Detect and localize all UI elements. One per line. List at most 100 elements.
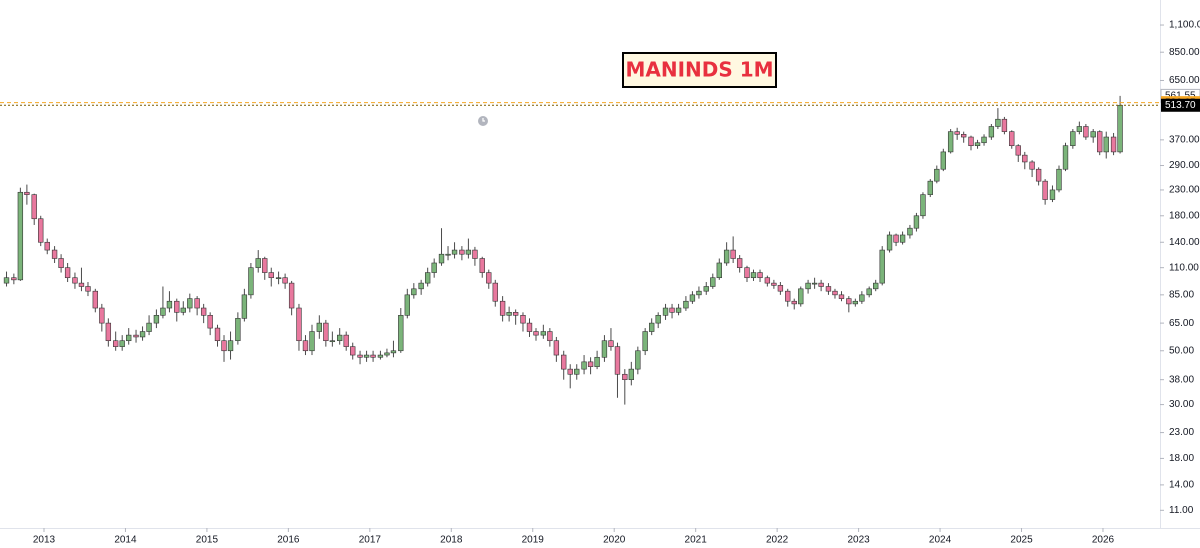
candle-body bbox=[744, 267, 750, 279]
candle-body bbox=[1009, 131, 1015, 147]
candle-body bbox=[309, 331, 315, 352]
candle-body bbox=[968, 136, 974, 147]
candle-body bbox=[377, 354, 384, 358]
x-tick-label: 2013 bbox=[33, 535, 56, 546]
y-tick-label: 11.00 bbox=[1169, 505, 1194, 516]
candle-body bbox=[465, 249, 472, 255]
candle-body bbox=[981, 136, 987, 144]
candle-body bbox=[486, 272, 492, 284]
candle-body bbox=[961, 134, 967, 138]
candle-body bbox=[139, 331, 146, 338]
candle-body bbox=[1062, 145, 1069, 170]
candle-body bbox=[275, 277, 282, 280]
candle-body bbox=[58, 258, 64, 268]
y-tick-label: 85.00 bbox=[1169, 289, 1194, 300]
candle-body bbox=[730, 249, 736, 259]
candle-body bbox=[160, 307, 166, 316]
candle-body bbox=[1083, 126, 1089, 138]
candle-body bbox=[614, 346, 621, 375]
y-tick-label: 230.00 bbox=[1169, 185, 1200, 196]
y-tick-label: 1,100.00 bbox=[1169, 20, 1200, 31]
candle-body bbox=[907, 227, 913, 236]
candle-body bbox=[323, 322, 329, 342]
candle-body bbox=[248, 267, 254, 296]
candle-body bbox=[384, 352, 390, 356]
x-tick-label: 2018 bbox=[440, 535, 463, 546]
candle-body bbox=[777, 285, 784, 292]
x-tick-label: 2014 bbox=[114, 535, 137, 546]
y-tick-label: 14.00 bbox=[1169, 480, 1194, 491]
candle-body bbox=[126, 334, 132, 342]
candle-body bbox=[512, 312, 519, 316]
candle-body bbox=[262, 258, 268, 273]
candle-body bbox=[574, 368, 580, 375]
candle-body bbox=[920, 194, 926, 217]
candle-body bbox=[886, 234, 893, 251]
price-label: 513.70 bbox=[1165, 100, 1196, 111]
candle-body bbox=[547, 331, 553, 342]
candle-body bbox=[174, 300, 180, 313]
candle-body bbox=[811, 282, 818, 285]
candle-body bbox=[581, 361, 587, 370]
y-tick-label: 180.00 bbox=[1169, 210, 1200, 221]
candle-body bbox=[31, 194, 37, 220]
candle-body bbox=[1001, 118, 1008, 132]
candle-body bbox=[92, 290, 98, 309]
candle-body bbox=[764, 277, 771, 284]
price-label-box bbox=[1161, 98, 1200, 112]
candle-body bbox=[608, 340, 614, 347]
candle-body bbox=[221, 340, 227, 352]
candle-body bbox=[798, 288, 804, 305]
x-tick-label: 2024 bbox=[929, 535, 952, 546]
candle-body bbox=[622, 373, 628, 380]
candle-body bbox=[662, 307, 669, 316]
candle-body bbox=[499, 300, 506, 316]
y-tick-label: 650.00 bbox=[1169, 75, 1200, 86]
candle-body bbox=[38, 218, 44, 243]
x-tick-label: 2022 bbox=[766, 535, 789, 546]
y-tick-label: 370.00 bbox=[1169, 134, 1200, 145]
y-tick-label: 30.00 bbox=[1169, 399, 1194, 410]
x-tick-label: 2026 bbox=[1092, 535, 1115, 546]
candle-body bbox=[3, 277, 10, 284]
candle-body bbox=[187, 298, 193, 309]
candle-body bbox=[288, 282, 295, 309]
candle-body bbox=[669, 307, 675, 313]
candle-body bbox=[268, 272, 274, 279]
x-tick-label: 2016 bbox=[277, 535, 300, 546]
candle-body bbox=[370, 354, 376, 358]
y-tick-label: 110.00 bbox=[1169, 262, 1199, 273]
candle-body bbox=[235, 318, 241, 342]
candle-body bbox=[438, 253, 445, 264]
candle-body bbox=[1015, 145, 1021, 156]
candle-body bbox=[255, 258, 261, 268]
candle-body bbox=[995, 118, 1001, 127]
candle-body bbox=[398, 315, 404, 352]
candle-body bbox=[927, 180, 933, 195]
candle-body bbox=[757, 272, 763, 279]
candle-body bbox=[24, 191, 30, 195]
candle-body bbox=[642, 331, 648, 352]
x-tick-label: 2021 bbox=[685, 535, 708, 546]
candle-body bbox=[1117, 104, 1123, 153]
candle-body bbox=[716, 262, 722, 279]
x-tick-label: 2023 bbox=[847, 535, 870, 546]
candle-body bbox=[133, 334, 139, 338]
candle-body bbox=[411, 288, 417, 296]
y-tick-label: 23.00 bbox=[1169, 427, 1194, 438]
candle-body bbox=[119, 340, 125, 347]
candle-body bbox=[689, 294, 696, 302]
candle-body bbox=[337, 334, 343, 342]
candle-body bbox=[207, 315, 213, 329]
candle-body bbox=[771, 282, 777, 286]
candle-body bbox=[1097, 131, 1103, 153]
candle-body bbox=[241, 294, 248, 319]
x-tick-label: 2015 bbox=[196, 535, 219, 546]
candle-body bbox=[1049, 189, 1056, 200]
candle-body bbox=[105, 322, 112, 342]
candle-body bbox=[703, 286, 709, 292]
plot-area bbox=[3, 95, 1123, 405]
alarm-icon[interactable] bbox=[478, 116, 488, 126]
